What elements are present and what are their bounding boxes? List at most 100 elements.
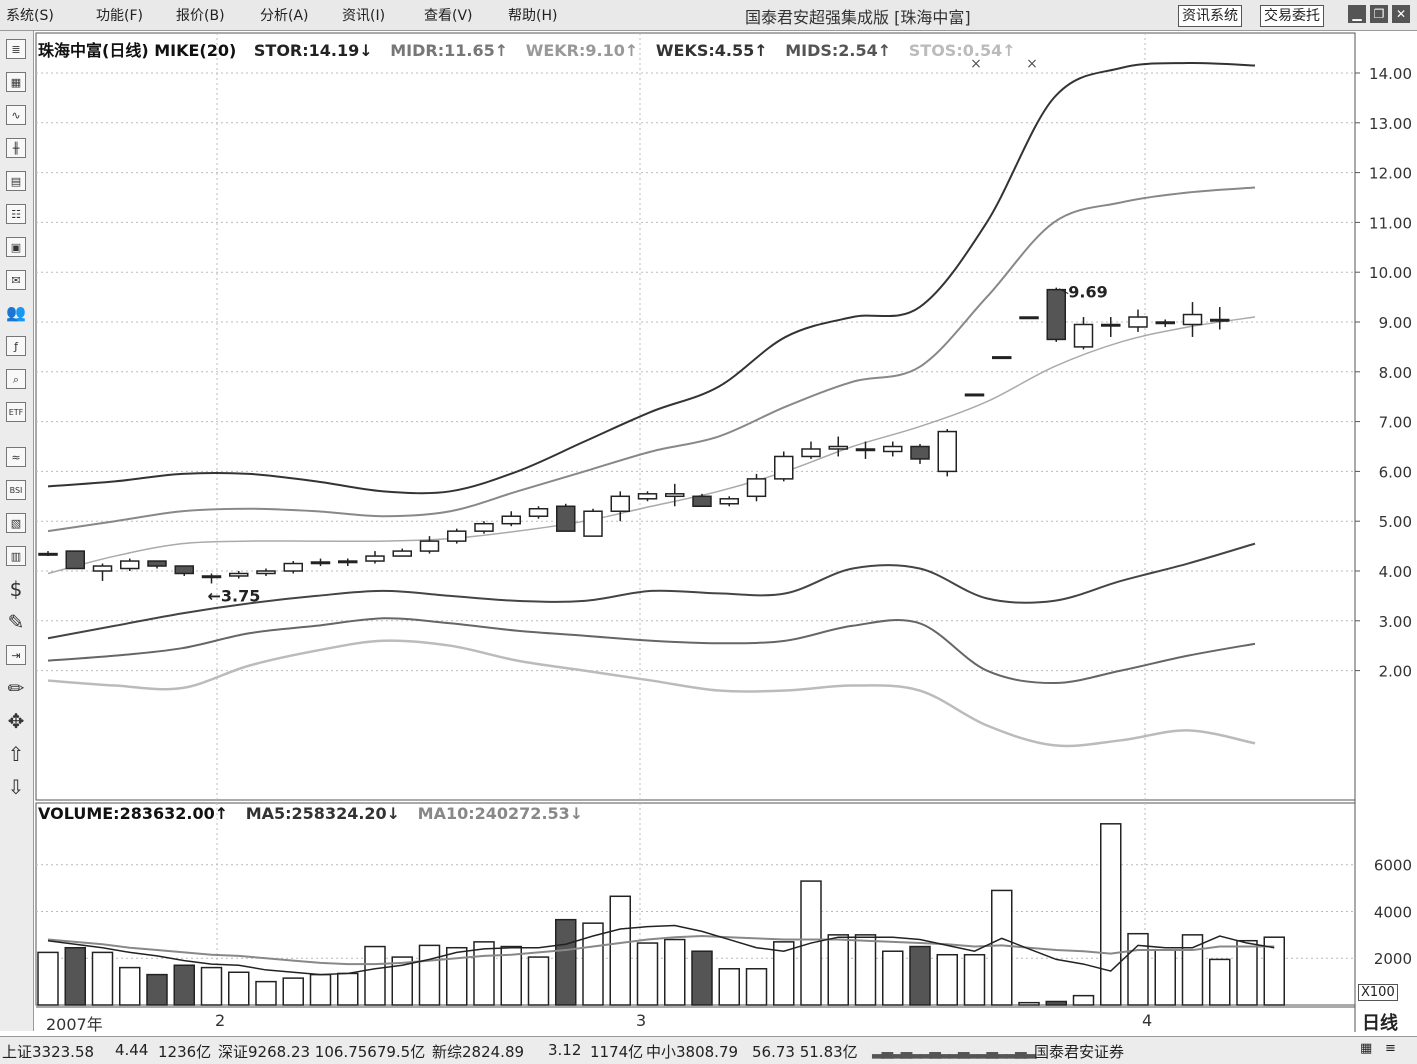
status-sz-index: 深证9268.23 106.75679.5亿 (218, 1043, 426, 1061)
up-arrow-icon[interactable]: ⇧ (7, 742, 25, 766)
pencil-icon[interactable]: ✏ (7, 676, 25, 700)
candle-body (65, 550, 85, 570)
status-tool-icon[interactable]: ▦ (1360, 1041, 1373, 1056)
price-tick-label: 7.00 (1379, 414, 1412, 432)
candle (283, 561, 303, 574)
money-icon[interactable]: $ (9, 577, 23, 601)
candle (338, 558, 358, 567)
band-stor-line (47, 62, 1256, 495)
band-wekr-line (47, 316, 1256, 575)
down-arrow-icon[interactable]: ⇩ (7, 775, 25, 799)
volume-bar (882, 950, 904, 1006)
menu-info[interactable]: 资讯(I) (342, 8, 386, 24)
info-system-button[interactable]: 资讯系统 (1178, 5, 1242, 27)
kline-icon[interactable]: ╫ (6, 138, 26, 158)
candle (992, 356, 1012, 360)
status-zx-change: 56.73 51.83亿 (752, 1043, 858, 1061)
app-title: 国泰君安超强集成版 [珠海中富] (745, 8, 971, 27)
candle (447, 528, 467, 544)
candle (1210, 307, 1230, 330)
news-icon[interactable]: ▧ (6, 513, 26, 533)
volume-bar (1154, 949, 1176, 1006)
menu-quote[interactable]: 报价(B) (176, 8, 225, 24)
grid-icon[interactable]: ▦ (6, 72, 26, 92)
volume-bar (1209, 958, 1231, 1006)
high-annotation: 9.69 (1068, 283, 1107, 302)
status-xz-amount: 1174亿 (590, 1043, 644, 1061)
legend-stor: STOR:14.19↓ (253, 41, 373, 60)
candle (1101, 317, 1121, 337)
volume-bar (664, 938, 686, 1006)
minimize-icon[interactable]: ▁ (1348, 5, 1366, 23)
status-zx-index: 中小3808.79 (646, 1043, 739, 1061)
move-icon[interactable]: ✥ (7, 709, 25, 733)
candle (1019, 316, 1039, 320)
candle (1155, 319, 1175, 327)
candle (1182, 302, 1203, 337)
pen-tool-icon[interactable]: ✎ (7, 610, 25, 634)
candle-body (201, 575, 222, 579)
trade-order-button[interactable]: 交易委托 (1260, 5, 1324, 27)
candle-body (528, 508, 549, 517)
candle (883, 441, 903, 457)
volume-bar (200, 966, 223, 1006)
status-sh-change: 4.44 (115, 1041, 149, 1059)
price-panel (35, 32, 1356, 801)
candle-body (937, 430, 957, 473)
menu-function[interactable]: 功能(F) (96, 8, 143, 24)
menu-view[interactable]: 查看(V) (424, 8, 473, 24)
candle-body (1019, 316, 1039, 320)
volume-bar (936, 953, 958, 1006)
volume-tick-label: 4000 (1374, 903, 1412, 921)
candle-body (801, 448, 821, 458)
candle (855, 441, 876, 459)
close-icon[interactable]: ✕ (1392, 5, 1410, 23)
candle (637, 491, 658, 502)
band-weks-line (47, 542, 1256, 640)
candle-body (583, 510, 603, 537)
candle-body (910, 445, 930, 460)
date-label-apr: 4 (1142, 1011, 1153, 1030)
band-midr-line (47, 186, 1256, 533)
volume-bar (718, 968, 740, 1006)
candle (910, 444, 930, 464)
fund-icon[interactable]: ƒ (6, 336, 26, 356)
line-chart-icon[interactable]: ∿ (6, 105, 26, 125)
quote-list-icon[interactable]: ≣ (6, 39, 26, 59)
bsi-icon[interactable]: BSI (6, 480, 26, 500)
volume-bar (991, 889, 1013, 1006)
candle-body (419, 540, 440, 552)
report-icon[interactable]: ▣ (6, 237, 26, 257)
menu-analysis[interactable]: 分析(A) (260, 8, 309, 24)
price-tick-label: 14.00 (1369, 65, 1412, 83)
restore-icon[interactable]: ❐ (1370, 5, 1388, 23)
candle-body (964, 393, 985, 397)
volume-bar (418, 944, 441, 1006)
candle-body (310, 561, 331, 565)
users-icon[interactable]: 👥 (6, 303, 26, 322)
candle-body (855, 448, 876, 452)
menu-system[interactable]: 系统(S) (6, 8, 54, 24)
volume-bar (555, 918, 577, 1006)
window-icon[interactable]: ▤ (6, 171, 26, 191)
candle-body (1073, 323, 1094, 348)
price-tick-label: 12.00 (1369, 165, 1412, 183)
price-tick-label: 11.00 (1369, 214, 1412, 232)
wave-icon[interactable]: ≈ (6, 447, 26, 467)
legend-ma5: MA5:258324.20↓ (245, 804, 401, 823)
etf-icon[interactable]: ETF (6, 402, 26, 422)
candle-body (556, 505, 576, 532)
legend-midr: MIDR:11.65↑ (390, 41, 509, 60)
search-icon[interactable]: ⌕ (6, 369, 26, 389)
status-settings-icon[interactable]: ≡ (1385, 1041, 1396, 1056)
calendar-icon[interactable]: ▥ (6, 546, 26, 566)
volume-bar (527, 956, 550, 1006)
volume-bar (1072, 994, 1095, 1006)
mail-icon[interactable]: ✉ (6, 270, 26, 290)
table-icon[interactable]: ☷ (6, 204, 26, 224)
menu-help[interactable]: 帮助(H) (508, 8, 558, 24)
legend-ma10: MA10:240272.53↓ (417, 804, 584, 823)
candle (229, 571, 249, 579)
exit-icon[interactable]: ⇥ (6, 645, 26, 665)
